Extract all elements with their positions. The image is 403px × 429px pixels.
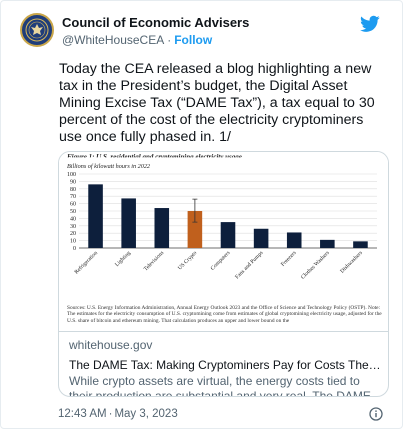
bar-fans-and-pumps: [253, 228, 269, 248]
y-tick-label: 0: [73, 246, 76, 252]
y-tick-label: 10: [70, 239, 76, 245]
figure-title: Figure 1: U.S. residential and cryptomin…: [67, 153, 242, 161]
account-name[interactable]: Council of Economic Advisers: [62, 15, 250, 30]
account-handle[interactable]: @WhiteHouseCEA: [62, 33, 165, 47]
bar-lighting: [121, 198, 136, 248]
card-meta: whitehouse.gov The DAME Tax: Making Cryp…: [69, 338, 383, 397]
figure-unit-label: Billions of kilowatt hours in 2022: [67, 163, 151, 170]
tweet-text: Today the CEA released a blog highlighti…: [59, 61, 375, 145]
account-handle-row: @WhiteHouseCEA · Follow: [62, 33, 212, 47]
figure-source-note: Sources: U.S. Energy Information Adminis…: [67, 305, 382, 324]
x-tick-label: US Crypto: [177, 250, 198, 271]
bar-refrigeration: [88, 184, 103, 248]
y-tick-label: 40: [70, 216, 76, 222]
link-card[interactable]: Figure 1: U.S. residential and cryptomin…: [58, 151, 389, 397]
bar-freezers: [286, 232, 302, 248]
info-icon[interactable]: [369, 407, 383, 421]
x-tick-label: Lighting: [114, 250, 132, 268]
x-tick-label: Refrigeration: [73, 249, 99, 275]
tweet-timestamp[interactable]: 12:43 AM · May 3, 2023: [58, 408, 178, 420]
card-domain: whitehouse.gov: [69, 338, 153, 352]
tweet-date[interactable]: May 3, 2023: [114, 408, 178, 420]
x-tick-label: Dishwashers: [339, 250, 363, 274]
x-tick-label: Fans and Pumps: [234, 250, 264, 280]
timestamp-separator: ·: [108, 408, 113, 420]
y-tick-label: 20: [70, 231, 76, 237]
card-title[interactable]: The DAME Tax: Making Cryptominers Pay fo…: [69, 358, 383, 372]
bar-us-crypto: [187, 211, 203, 248]
card-image: Figure 1: U.S. residential and cryptomin…: [59, 152, 388, 332]
account-avatar[interactable]: [20, 13, 54, 47]
x-tick-label: Televisions: [143, 250, 165, 272]
x-tick-label: Freezers: [280, 250, 298, 268]
x-tick-label: Clothes Washers: [300, 250, 331, 281]
handle-separator: ·: [167, 33, 172, 47]
y-tick-label: 90: [70, 179, 76, 185]
y-tick-label: 30: [70, 224, 76, 230]
bar-computers: [220, 222, 236, 248]
tweet-time[interactable]: 12:43 AM: [58, 408, 107, 420]
bar-dishwashers: [353, 241, 368, 248]
y-tick-label: 100: [67, 172, 76, 178]
x-tick-label: Computers: [210, 250, 232, 272]
bar-clothes-washers: [320, 239, 335, 248]
bar-televisions: [154, 208, 170, 248]
follow-button[interactable]: Follow: [174, 33, 213, 47]
presidential-seal-icon: [25, 18, 49, 42]
card-description: While crypto assets are virtual, the ene…: [69, 374, 371, 397]
y-tick-label: 50: [70, 209, 76, 215]
y-tick-label: 60: [70, 202, 76, 208]
y-tick-label: 70: [70, 194, 76, 200]
y-tick-label: 80: [70, 187, 76, 193]
twitter-bird-icon[interactable]: [360, 15, 380, 33]
